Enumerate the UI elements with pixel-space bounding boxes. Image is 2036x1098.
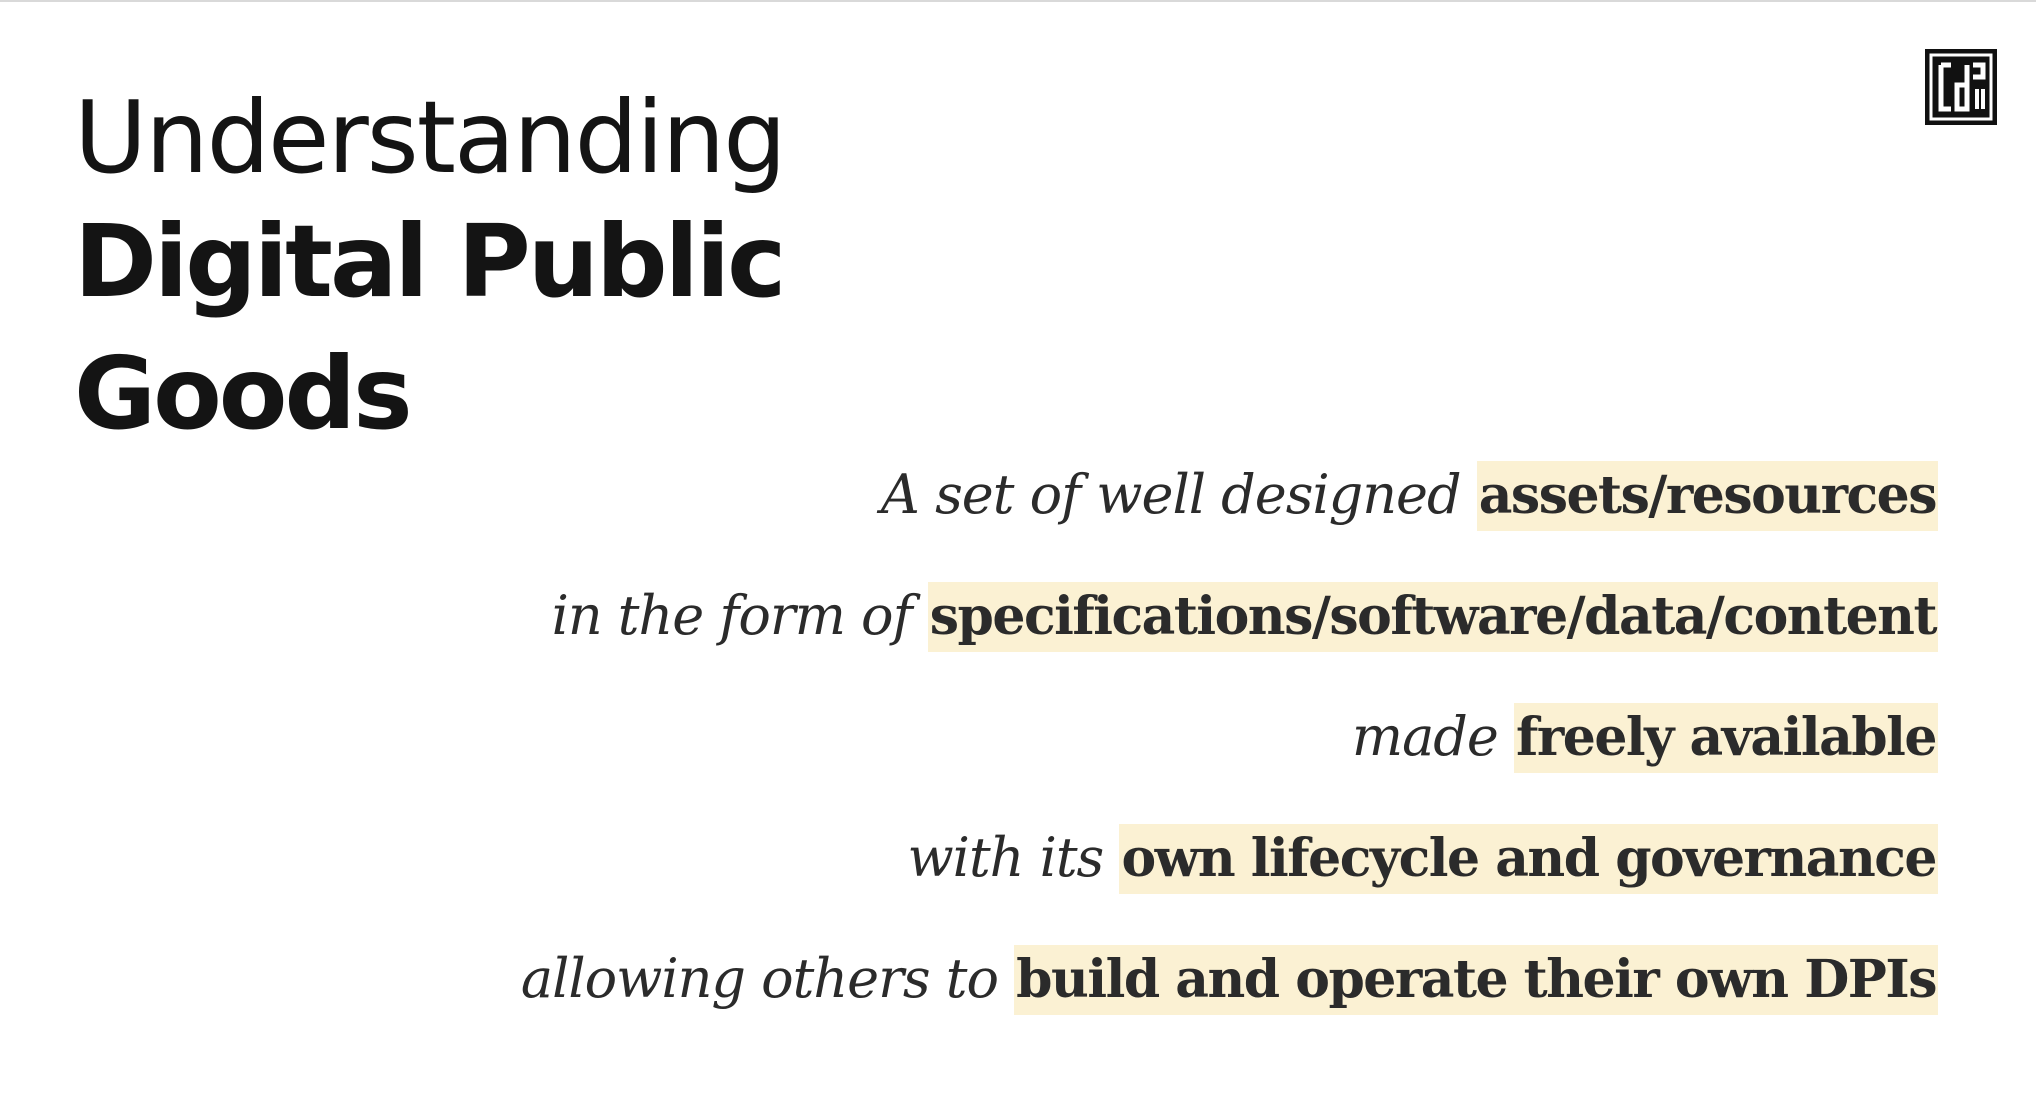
slide-title: Understanding Digital Public Goods xyxy=(74,88,834,460)
statement-4-text: with its xyxy=(907,826,1120,889)
statement-3-highlight: freely available xyxy=(1513,703,1938,773)
title-line-2: Digital Public Goods xyxy=(74,203,786,452)
statement-4-highlight: own lifecycle and governance xyxy=(1119,824,1938,894)
statement-5: allowing others to build and operate the… xyxy=(521,944,1938,1065)
title-line-1: Understanding xyxy=(74,79,787,196)
statement-2-highlight: specifications/software/data/content xyxy=(927,582,1938,652)
statement-2-text: in the form of xyxy=(551,584,928,647)
dpg-definition: A set of well designed assets/resources … xyxy=(521,460,1938,1065)
statement-4: with its own lifecycle and governance xyxy=(521,823,1938,944)
cdpi-logo-icon xyxy=(1925,49,1997,125)
statement-1-highlight: assets/resources xyxy=(1476,461,1938,531)
statement-5-highlight: build and operate their own DPIs xyxy=(1014,945,1938,1015)
statement-2: in the form of specifications/software/d… xyxy=(521,581,1938,702)
statement-1: A set of well designed assets/resources xyxy=(521,460,1938,581)
statement-3-text: made xyxy=(1351,705,1514,768)
statement-1-text: A set of well designed xyxy=(880,463,1477,526)
statement-3: made freely available xyxy=(521,702,1938,823)
statement-5-text: allowing others to xyxy=(520,947,1015,1010)
top-divider xyxy=(0,0,2036,2)
